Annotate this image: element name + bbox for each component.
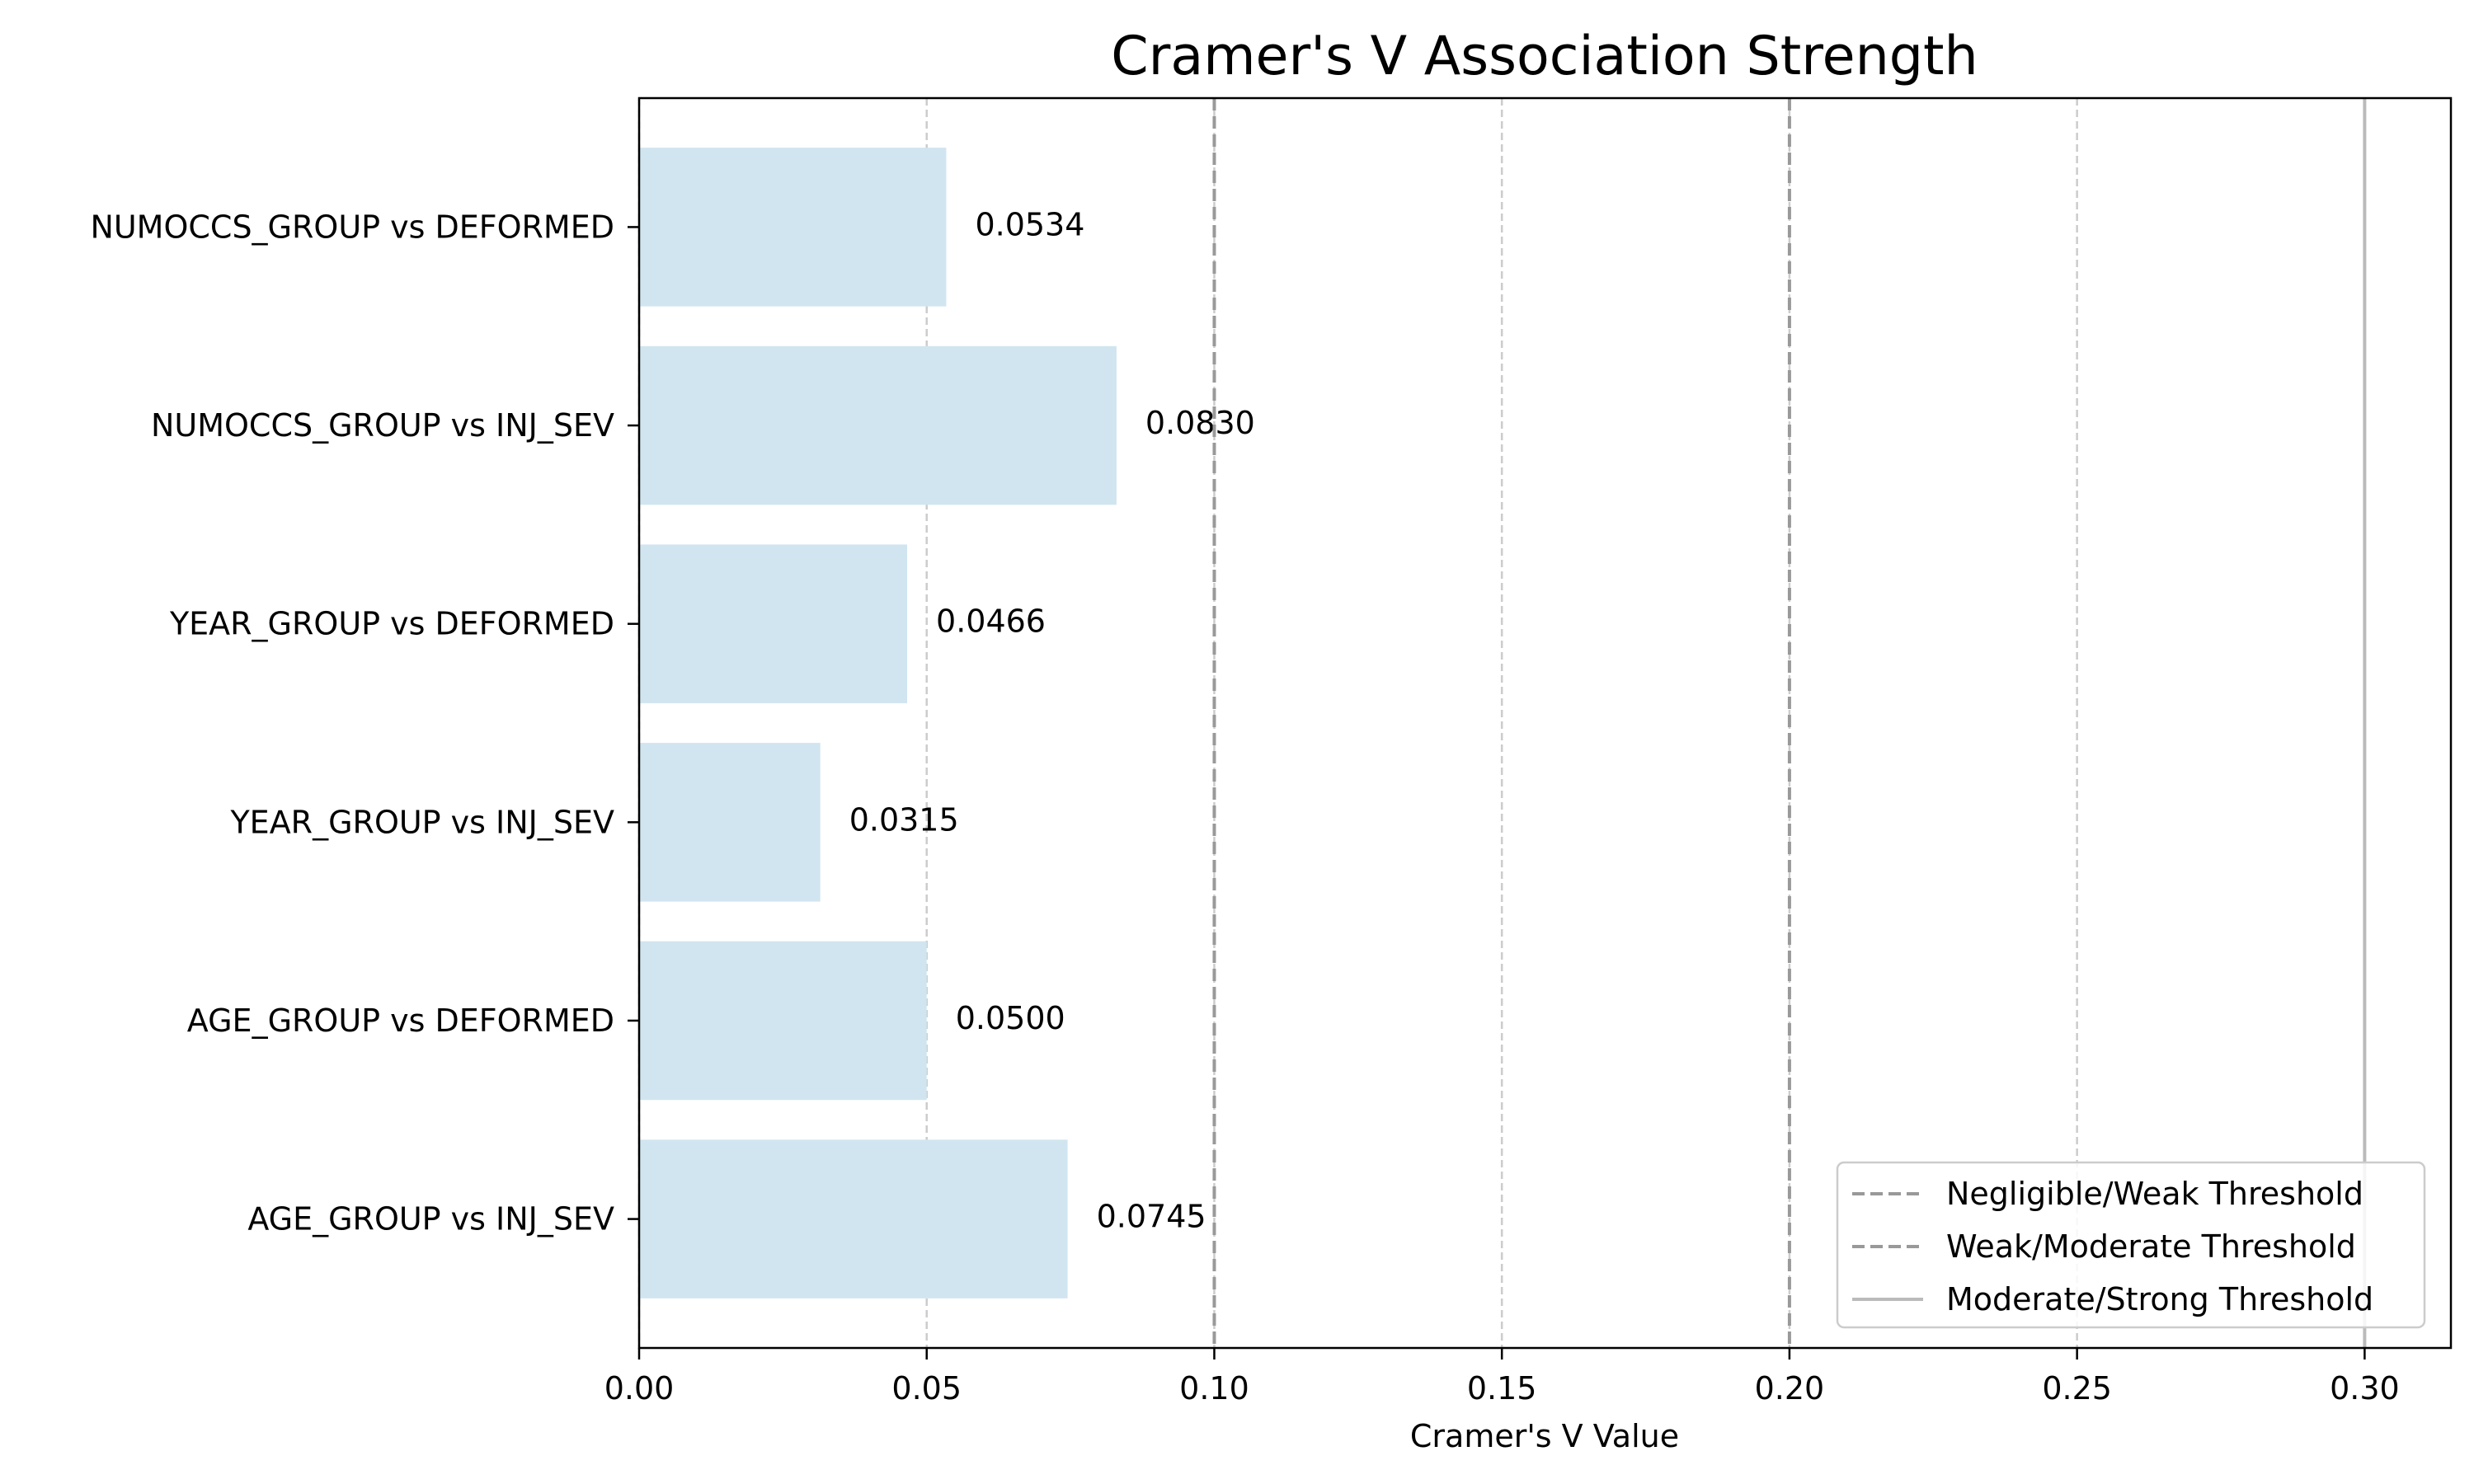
legend-box (1836, 1161, 2426, 1329)
bar (639, 544, 908, 703)
legend-label: Moderate/Strong Threshold (1946, 1281, 2373, 1317)
bar-value-label: 0.0315 (849, 801, 959, 838)
bar-value-label: 0.0534 (975, 206, 1084, 242)
x-tick-label: 0.15 (1467, 1370, 1537, 1407)
legend-label: Negligible/Weak Threshold (1946, 1176, 2363, 1212)
bar (639, 345, 1117, 505)
bar-value-label: 0.0466 (936, 603, 1046, 640)
x-tick-label: 0.10 (1179, 1370, 1249, 1407)
x-axis-label: Cramer's V Value (1410, 1418, 1679, 1454)
bar-value-label: 0.0745 (1097, 1199, 1206, 1235)
bar (639, 148, 947, 307)
chart-title: Cramer's V Association Strength (1111, 26, 1978, 87)
x-tick-label: 0.20 (1755, 1370, 1825, 1407)
bar (639, 743, 821, 902)
legend-label: Weak/Moderate Threshold (1946, 1228, 2356, 1265)
y-tick-label: NUMOCCS_GROUP vs INJ_SEV (151, 407, 614, 444)
bar (639, 1139, 1068, 1298)
y-tick-label: YEAR_GROUP vs DEFORMED (169, 606, 614, 642)
bar-value-label: 0.0500 (956, 1000, 1065, 1036)
y-tick-label: NUMOCCS_GROUP vs DEFORMED (90, 209, 614, 245)
y-tick-label: AGE_GROUP vs DEFORMED (187, 1003, 614, 1039)
x-tick-label: 0.05 (891, 1370, 962, 1407)
x-tick-label: 0.30 (2330, 1370, 2400, 1407)
x-tick-label: 0.00 (604, 1370, 675, 1407)
bar-value-label: 0.0830 (1145, 405, 1255, 441)
x-tick-label: 0.25 (2042, 1370, 2112, 1407)
bar (639, 941, 927, 1101)
y-tick-label: YEAR_GROUP vs INJ_SEV (229, 804, 614, 840)
plot-frame (637, 96, 2453, 1350)
y-tick-label: AGE_GROUP vs INJ_SEV (247, 1201, 614, 1237)
